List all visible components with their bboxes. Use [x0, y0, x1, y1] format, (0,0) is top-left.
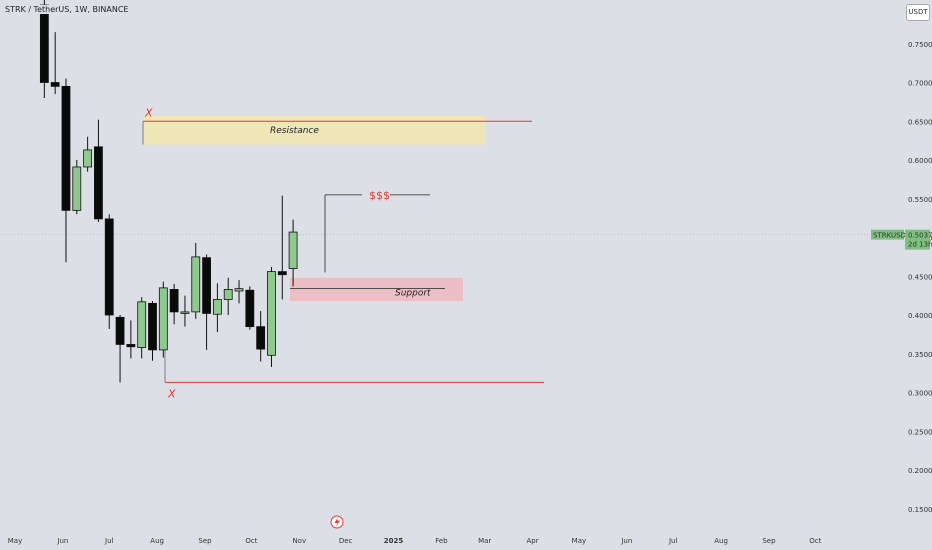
candle[interactable] — [169, 284, 179, 325]
candle-body-down — [104, 218, 114, 316]
price-tag-countdown: 2d 13h — [908, 241, 932, 249]
candle-body-down — [50, 82, 60, 87]
candle-body-down — [256, 326, 266, 350]
candle[interactable] — [234, 280, 244, 304]
price-tag-symbol-box — [871, 229, 904, 240]
target-label: $$$ — [369, 189, 390, 202]
candle-body-up — [223, 289, 233, 300]
candle[interactable] — [277, 195, 287, 300]
candle[interactable] — [72, 160, 82, 215]
x-tick-label: Oct — [809, 537, 821, 545]
candle[interactable] — [212, 283, 222, 333]
y-tick-label: 0.6000 — [908, 157, 932, 165]
x-tick-label: Jul — [104, 537, 114, 545]
candle-body-up — [212, 299, 222, 315]
candle[interactable] — [267, 266, 276, 367]
candle-body-down — [115, 316, 125, 345]
price-tag-symbol: STRKUSDT — [873, 232, 911, 240]
resistance-zone[interactable] — [143, 115, 486, 145]
candle[interactable] — [158, 281, 168, 358]
price-tag-value: 0.5037 — [908, 232, 932, 240]
candle-body-up — [234, 288, 244, 292]
candle[interactable] — [223, 277, 233, 315]
candle-body-down — [148, 302, 157, 351]
candle-body-down — [61, 85, 71, 211]
candle[interactable] — [245, 286, 255, 330]
resistance-label: Resistance — [270, 126, 319, 136]
x-tick-label: 2025 — [384, 537, 404, 545]
candle-body-up — [72, 166, 82, 211]
candle[interactable] — [191, 242, 201, 319]
x-tick-label: Dec — [339, 537, 353, 545]
y-tick-label: 0.4500 — [908, 273, 932, 281]
candle-body-down — [39, 4, 49, 83]
y-tick-label: 0.2500 — [908, 428, 932, 436]
candle[interactable] — [94, 119, 103, 222]
candle-body-down — [94, 146, 103, 220]
y-tick-label: 0.3500 — [908, 351, 932, 359]
support-label: Support — [395, 289, 431, 299]
y-tick-label: 0.1500 — [908, 506, 932, 514]
x-tick-label: May — [572, 537, 586, 545]
candle-body-down — [277, 271, 287, 276]
x-tick-label: May — [8, 537, 22, 545]
x-tick-label: Aug — [714, 537, 728, 545]
x-tick-label: Jun — [56, 537, 68, 545]
x-tick-label: Mar — [478, 537, 491, 545]
x-tick-label: Aug — [150, 537, 164, 545]
x-tick-label: Feb — [435, 537, 448, 545]
candle-body-up — [137, 301, 147, 348]
x-tick-label: Jul — [668, 537, 678, 545]
candle-body-up — [288, 231, 298, 269]
x-tick-label: Sep — [762, 537, 776, 545]
candle-body-down — [169, 289, 179, 313]
event-marker-icon[interactable] — [330, 515, 344, 529]
candle-body-down — [126, 344, 136, 348]
x-tick-label: Jun — [620, 537, 632, 545]
candle-body-up — [267, 271, 276, 356]
y-tick-label: 0.7500 — [908, 41, 932, 49]
candle-body-down — [202, 257, 211, 314]
currency-button[interactable]: USDT — [906, 4, 930, 21]
y-tick-label: 0.5500 — [908, 196, 932, 204]
y-tick-label: 0.6500 — [908, 118, 932, 126]
support-zone[interactable] — [290, 277, 463, 302]
candle-body-up — [191, 256, 201, 313]
candle[interactable] — [115, 315, 125, 383]
x-tick-label: Apr — [527, 537, 539, 545]
candle-body-up — [158, 287, 168, 351]
symbol-title: STRK / TetherUS, 1W, BINANCE — [5, 5, 129, 14]
x-top-marker: X — [144, 106, 153, 119]
x-tick-label: Oct — [245, 537, 257, 545]
y-tick-label: 0.3000 — [908, 390, 932, 398]
x-bottom-marker: X — [167, 387, 176, 400]
candle-body-up — [180, 311, 190, 314]
candle[interactable] — [50, 32, 60, 95]
candle[interactable] — [83, 136, 93, 172]
x-tick-label: Nov — [292, 537, 306, 545]
x-tick-label: Sep — [198, 537, 212, 545]
candle[interactable] — [202, 254, 211, 350]
candle[interactable] — [256, 311, 266, 362]
candle[interactable] — [288, 219, 298, 287]
y-tick-label: 0.7000 — [908, 80, 932, 88]
candle[interactable] — [104, 214, 114, 329]
y-tick-label: 0.2000 — [908, 467, 932, 475]
candle[interactable] — [61, 78, 71, 263]
candle[interactable] — [126, 320, 136, 359]
candle-body-down — [245, 289, 255, 328]
candle[interactable] — [180, 295, 190, 327]
price-tag-box — [905, 229, 930, 250]
candle[interactable] — [39, 0, 49, 98]
candle[interactable] — [148, 301, 157, 361]
candle[interactable] — [137, 297, 147, 359]
y-tick-label: 0.4000 — [908, 312, 932, 320]
candle-body-up — [83, 149, 93, 168]
